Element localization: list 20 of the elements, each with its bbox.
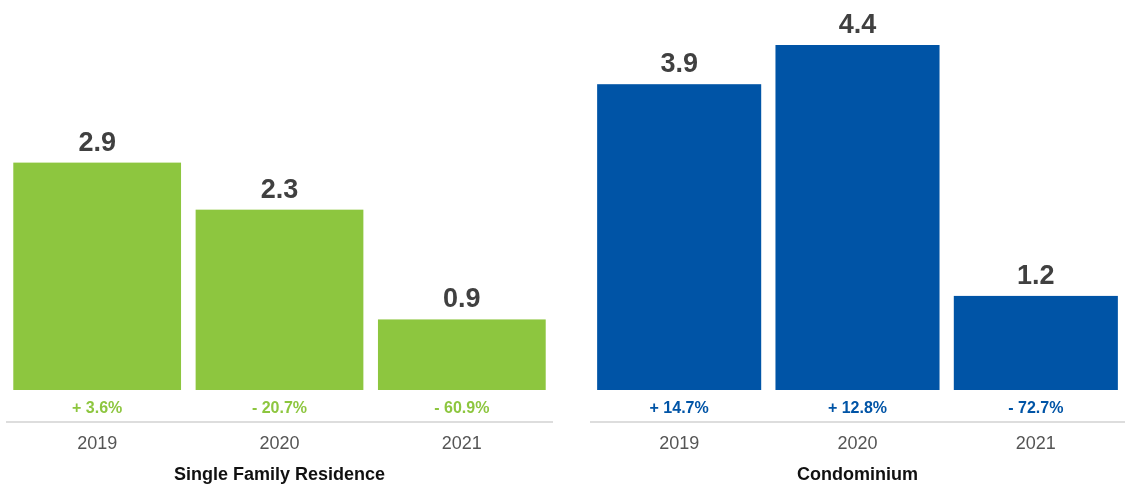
x-tick-label: 2019 (659, 433, 700, 453)
data-label: 4.4 (838, 9, 877, 39)
annotation: + 3.6% (72, 399, 123, 416)
data-label: 1.2 (1017, 259, 1055, 290)
data-label: 2.9 (78, 126, 116, 157)
x-tick-label: 2020 (259, 433, 300, 453)
annotation: - 60.9% (434, 399, 490, 416)
data-label: 2.3 (260, 173, 299, 204)
x-tick-label: 2021 (441, 433, 482, 453)
data-label: 0.9 (443, 283, 481, 314)
x-tick-label: 2021 (1015, 433, 1056, 453)
data-label: 3.9 (660, 48, 698, 79)
annotation: - 72.7% (1008, 399, 1064, 416)
annotation: + 14.7% (649, 399, 709, 416)
x-axis-title: Single Family Residence (173, 464, 386, 484)
annotation: - 20.7% (251, 399, 308, 416)
x-tick-label: 2019 (77, 433, 118, 453)
x-tick-label: 2020 (837, 433, 878, 453)
annotation: + 12.8% (827, 399, 888, 416)
x-axis-title: Condominium (797, 464, 918, 484)
